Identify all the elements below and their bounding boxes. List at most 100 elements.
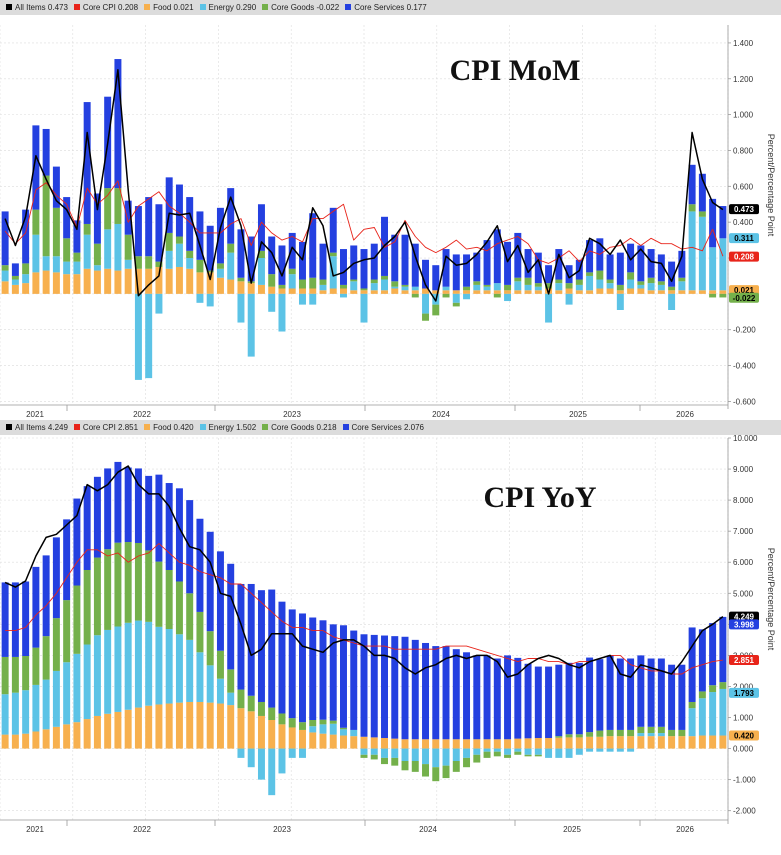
y-axis-label: Percent/Percentage Point <box>766 134 776 237</box>
bar-food <box>288 727 296 749</box>
bar-core_services <box>678 250 686 278</box>
bar-core_services <box>596 659 604 731</box>
bar-food <box>134 268 142 294</box>
bar-energy <box>432 748 440 768</box>
bar-core_goods <box>473 754 481 763</box>
bar-core_goods <box>678 729 686 737</box>
bar-core_services <box>657 658 665 727</box>
bar-energy <box>237 293 245 323</box>
bar-core_goods <box>483 284 491 287</box>
bar-food <box>22 733 30 749</box>
bar-core_services <box>411 243 419 287</box>
bar-core_services <box>350 245 358 280</box>
bar-core_services <box>145 197 153 257</box>
bar-food <box>329 734 337 749</box>
bar-energy <box>483 286 491 291</box>
bar-energy <box>22 690 30 734</box>
bar-core_goods <box>565 283 573 289</box>
bar-core_goods <box>42 175 50 257</box>
bar-energy <box>709 692 717 736</box>
bar-food <box>145 705 153 749</box>
bar-core_goods <box>647 726 655 734</box>
bar-energy <box>350 729 358 737</box>
bar-core_services <box>22 209 30 264</box>
bar-energy <box>196 293 204 303</box>
bar-food <box>340 735 347 749</box>
bar-core_goods <box>719 293 727 298</box>
bar-core_goods <box>391 757 399 766</box>
bar-core_services <box>422 259 430 289</box>
value-tag: 0.021 <box>729 285 759 296</box>
bar-energy <box>504 293 512 302</box>
bar-energy <box>493 283 501 291</box>
bar-core_services <box>165 177 173 233</box>
bar-food <box>104 713 112 749</box>
y-tick-label: 1.400 <box>733 39 754 48</box>
bar-core_goods <box>145 550 153 622</box>
bar-core_services <box>329 207 337 253</box>
bar-core_services <box>698 173 706 212</box>
bar-core_services <box>134 468 142 543</box>
bar-food <box>288 288 296 294</box>
bar-core_services <box>493 229 501 284</box>
bar-energy <box>698 698 706 736</box>
bar-energy <box>73 653 81 723</box>
bar-core_goods <box>575 734 583 738</box>
bar-food <box>483 739 491 749</box>
bar-food <box>606 288 614 294</box>
bar-core_services <box>534 666 542 739</box>
bar-core_services <box>545 666 553 739</box>
bar-core_goods <box>278 284 286 289</box>
bar-core_services <box>606 655 614 730</box>
bar-core_goods <box>493 293 501 298</box>
bar-core_goods <box>186 593 194 640</box>
bar-core_goods <box>688 204 696 212</box>
bar-food <box>596 288 604 294</box>
value-tag-label: -0.022 <box>733 294 756 303</box>
bar-core_services <box>175 184 183 237</box>
bar-core_goods <box>524 277 532 285</box>
mom-legend: All Items 0.473 Core CPI 0.208 Food 0.021 E… <box>0 0 781 15</box>
bar-core_services <box>268 236 276 275</box>
bar-core_services <box>257 590 265 702</box>
value-tag: 0.208 <box>729 251 759 262</box>
bar-core_services <box>52 537 60 619</box>
bar-food <box>442 739 450 749</box>
bar-food <box>668 736 676 749</box>
legend-label: Energy 1.502 <box>208 423 257 432</box>
bar-energy <box>165 629 173 704</box>
bar-energy <box>483 748 491 752</box>
bar-energy <box>63 261 71 275</box>
bar-core_goods <box>493 751 501 757</box>
legend-swatch <box>199 3 206 10</box>
bar-energy <box>278 748 286 774</box>
bar-food <box>360 736 368 749</box>
bar-core_services <box>52 166 60 208</box>
bar-core_goods <box>637 281 645 285</box>
bar-food <box>114 270 122 294</box>
bar-energy <box>309 726 317 733</box>
legend-label: Food 0.021 <box>153 3 194 12</box>
legend-core_services: Core Services 0.177 <box>345 0 427 15</box>
bar-core_goods <box>452 302 460 307</box>
bar-food <box>278 724 286 749</box>
bar-core_services <box>524 249 532 278</box>
bar-energy <box>452 293 460 303</box>
bar-food <box>432 739 440 749</box>
bar-energy <box>473 748 481 755</box>
bar-core_services <box>555 664 563 737</box>
bar-food <box>565 737 573 749</box>
bar-food <box>11 734 19 749</box>
bar-energy <box>227 692 235 706</box>
bar-core_services <box>196 518 204 612</box>
bar-core_goods <box>534 754 542 757</box>
y-tick-label: -1.000 <box>733 776 756 785</box>
bar-core_services <box>1 211 9 266</box>
legend-core_goods: Core Goods 0.218 <box>262 420 337 435</box>
y-tick-label: 7.000 <box>733 527 754 536</box>
bar-food <box>104 268 112 294</box>
bar-core_services <box>370 634 378 738</box>
bar-core_services <box>114 59 122 189</box>
bar-core_services <box>124 467 132 543</box>
bar-core_services <box>627 658 635 730</box>
